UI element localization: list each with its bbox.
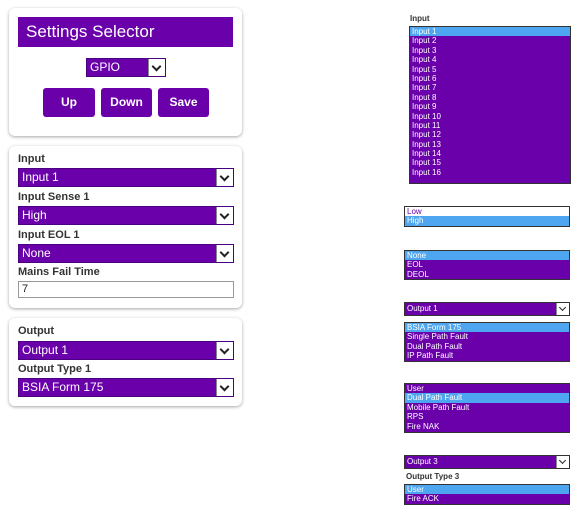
dropdown-option[interactable]: Input 1	[410, 27, 570, 37]
dropdown-option[interactable]: Low	[405, 207, 569, 217]
dropdown-option[interactable]: Input 3	[412, 45, 437, 55]
input-eol-value: None	[22, 246, 51, 260]
dropdown-option[interactable]: Input 9	[412, 102, 437, 112]
dropdown-option[interactable]: Input 4	[412, 55, 437, 65]
output-type-select[interactable]: BSIA Form 175	[18, 378, 234, 397]
dropdown-option[interactable]: IP Path Fault	[407, 351, 454, 361]
chevron-down-icon	[148, 59, 165, 76]
dropdown-option[interactable]: Input 7	[412, 83, 437, 93]
input-eol-label: Input EOL 1	[18, 229, 80, 241]
dropdown-option[interactable]: RPS	[407, 412, 424, 422]
output-type-dropdown-list[interactable]: BSIA Form 175 Single Path Fault Dual Path …	[404, 322, 570, 362]
dropdown-option[interactable]: Input 11	[412, 120, 441, 130]
output3-select[interactable]: Output 3	[404, 455, 570, 469]
dropdown-option[interactable]: Input 2	[412, 36, 437, 46]
input-sense-value: High	[22, 208, 47, 222]
input-label: Input	[18, 153, 45, 165]
dropdown-option[interactable]: User	[407, 384, 424, 393]
dropdown-option[interactable]: BSIA Form 175	[405, 323, 569, 333]
chevron-down-icon	[216, 245, 233, 262]
dropdown-option[interactable]: Mobile Path Fault	[407, 402, 470, 412]
dropdown-option[interactable]: Input 16	[412, 167, 441, 177]
input-sense-select[interactable]: High	[18, 206, 234, 225]
output-type3-label: Output Type 3	[406, 472, 460, 481]
input-sense-label: Input Sense 1	[18, 191, 90, 203]
dropdown-option[interactable]: Input 10	[412, 111, 441, 121]
dropdown-option[interactable]: DEOL	[407, 269, 429, 279]
dropdown-option[interactable]: EOL	[407, 260, 424, 270]
output-label: Output	[18, 325, 55, 337]
chevron-down-icon	[216, 207, 233, 224]
dropdown-option[interactable]: Input 13	[412, 139, 441, 149]
dropdown-option[interactable]: Fire NAK	[407, 421, 440, 431]
input-dropdown-list[interactable]: Input 1 Input 2 Input 3 Input 4 Input 5 Input…	[409, 26, 571, 184]
output-select-small-value: Output 1	[407, 304, 438, 313]
output-type3-dropdown-list[interactable]: User Fire ACK	[404, 484, 570, 505]
output-select[interactable]: Output 1	[18, 341, 234, 360]
dropdown-option[interactable]: Dual Path Fault	[407, 341, 463, 351]
input-select[interactable]: Input 1	[18, 168, 234, 187]
dropdown-option[interactable]: None	[405, 251, 569, 261]
dropdown-option[interactable]: Dual Path Fault	[405, 393, 569, 403]
save-button[interactable]: Save	[158, 88, 209, 117]
up-button[interactable]: Up	[43, 88, 95, 117]
chevron-down-icon	[216, 379, 233, 396]
chevron-down-icon	[556, 456, 569, 468]
dropdown-option[interactable]: Single Path Fault	[407, 332, 468, 342]
dropdown-option[interactable]: Input 12	[412, 130, 441, 140]
input-list-label: Input	[410, 14, 430, 23]
output-select-value: Output 1	[22, 343, 69, 357]
input-eol-select[interactable]: None	[18, 244, 234, 263]
input-sense-dropdown-list[interactable]: Low High	[404, 206, 570, 227]
output3-select-value: Output 3	[407, 457, 438, 466]
output-type-label: Output Type 1	[18, 363, 92, 375]
input-eol-dropdown-list[interactable]: None EOL DEOL	[404, 250, 570, 280]
dropdown-option[interactable]: Input 15	[412, 158, 441, 168]
dropdown-option[interactable]: User	[405, 485, 569, 495]
dropdown-option[interactable]: Input 14	[412, 149, 441, 159]
dropdown-option[interactable]: Fire ACK	[407, 494, 440, 504]
output-select-small[interactable]: Output 1	[404, 302, 570, 316]
chevron-down-icon	[216, 169, 233, 186]
chevron-down-icon	[556, 303, 569, 315]
mode-select-value: GPIO	[90, 60, 121, 74]
output-type-dropdown-list-2[interactable]: User Dual Path Fault Mobile Path Fault RPS F…	[404, 383, 570, 433]
input-select-value: Input 1	[22, 170, 59, 184]
dropdown-option[interactable]: High	[405, 216, 569, 226]
mains-fail-time-label: Mains Fail Time	[18, 266, 100, 278]
mains-fail-time-input[interactable]: 7	[18, 281, 234, 298]
chevron-down-icon	[216, 342, 233, 359]
dropdown-option[interactable]: Input 5	[412, 64, 437, 74]
settings-selector-title: Settings Selector	[18, 17, 233, 47]
dropdown-option[interactable]: Input 6	[412, 73, 437, 83]
down-button[interactable]: Down	[101, 88, 152, 117]
output-type-value: BSIA Form 175	[22, 380, 104, 394]
mode-select[interactable]: GPIO	[86, 58, 166, 77]
dropdown-option[interactable]: Input 8	[412, 92, 437, 102]
